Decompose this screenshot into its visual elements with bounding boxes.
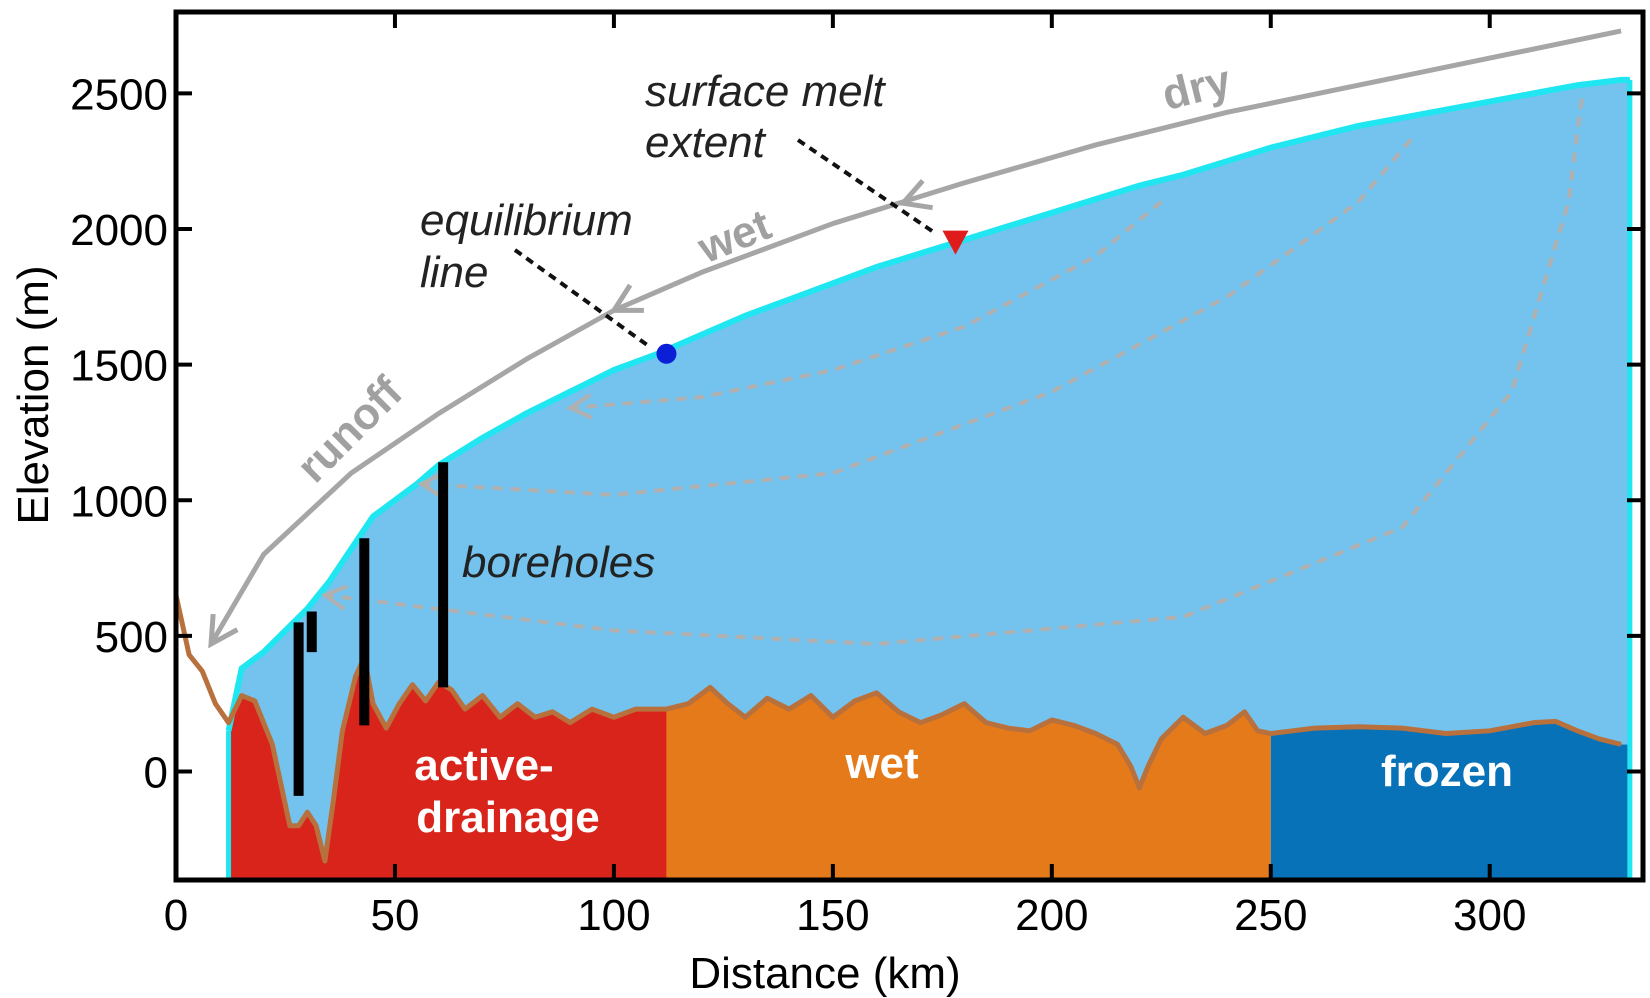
boreholes — [293, 462, 449, 796]
ice-flow-line-1 — [421, 138, 1413, 497]
flow-label-wet: wet — [690, 200, 778, 273]
surface-flow-arrow-line — [208, 28, 1622, 646]
zone-label-active-drainage-1: active- — [414, 741, 553, 790]
zone-fill-0 — [228, 657, 667, 880]
zone-label-active-drainage-2: drainage — [416, 793, 599, 842]
plot-frame — [173, 9, 1646, 883]
ice-flow-arrowhead-1 — [417, 471, 444, 499]
ice-surface-line — [225, 76, 1630, 732]
ice-fill — [228, 79, 1630, 862]
y-tick-label-0: 0 — [144, 749, 168, 798]
surface-flow-arrow — [208, 28, 1622, 649]
ice-flow-line-2 — [324, 98, 1584, 647]
surface-arrowhead-wet-lower — [609, 283, 644, 313]
ice-body — [225, 76, 1633, 880]
y-tick-label-4: 2000 — [70, 206, 168, 255]
bed-line — [173, 594, 1622, 864]
annotation-surface-melt-2: extent — [645, 118, 767, 167]
ice-flow-arrowhead-2 — [320, 584, 348, 611]
surface-arrowhead-terminus — [208, 613, 239, 649]
melt-extent-marker — [942, 230, 969, 255]
markers — [656, 230, 969, 364]
y-tick-label-3: 1500 — [70, 342, 168, 391]
x-tick-label-1: 50 — [370, 891, 419, 940]
zone-label-frozen: frozen — [1381, 747, 1513, 796]
bed-topography — [173, 594, 1622, 864]
ice-flow-line-0 — [569, 200, 1163, 411]
x-tick-label-3: 150 — [796, 891, 869, 940]
x-tick-label-4: 200 — [1015, 891, 1088, 940]
zone-fill-2 — [1270, 721, 1630, 880]
x-tick-label-0: 0 — [164, 891, 188, 940]
zone-fill-1 — [666, 687, 1271, 880]
x-axis-title: Distance (km) — [689, 949, 960, 998]
zone-label-wet: wet — [844, 739, 919, 788]
y-tick-label-5: 2500 — [70, 70, 168, 119]
annotation-equilibrium-line-2: line — [420, 248, 489, 297]
y-tick-label-1: 500 — [95, 613, 168, 662]
annotation-equilibrium-line-1: equilibrium — [420, 196, 633, 245]
x-tick-label-2: 100 — [577, 891, 650, 940]
y-tick-label-2: 1000 — [70, 477, 168, 526]
annotation-surface-melt-1: surface melt — [645, 67, 886, 116]
y-axis-title: Elevation (m) — [9, 265, 58, 524]
ice-flow-lines — [320, 98, 1584, 647]
annotation-boreholes: boreholes — [462, 538, 655, 587]
axes: 0 50 100 150 200 250 300 0 500 1000 1500 2000 2500 — [70, 9, 1646, 940]
flow-label-dry: dry — [1157, 56, 1236, 120]
equilibrium-leader-line — [513, 248, 652, 349]
surface-arrowhead-wet-upper — [898, 179, 933, 211]
basal-zones — [228, 657, 1630, 880]
equilibrium-line-marker — [656, 343, 677, 364]
x-tick-label-6: 300 — [1453, 891, 1526, 940]
x-tick-label-5: 250 — [1234, 891, 1307, 940]
ice-flow-arrowhead-0 — [565, 393, 593, 420]
